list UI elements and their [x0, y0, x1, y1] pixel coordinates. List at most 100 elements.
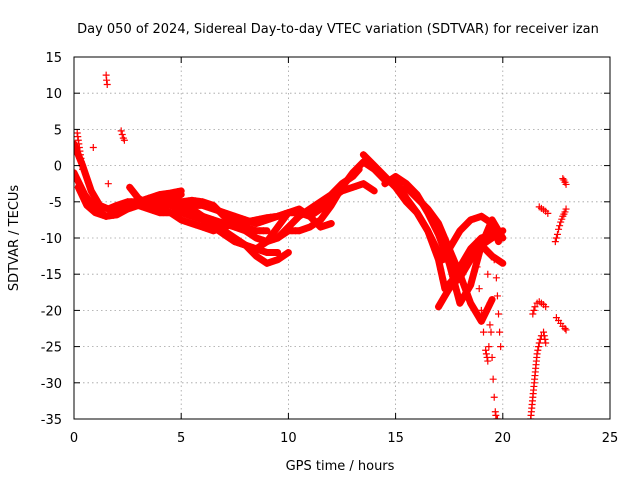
- data-point: [486, 321, 494, 329]
- data-point: [417, 215, 425, 223]
- chart-title: Day 050 of 2024, Sidereal Day-to-day VTE…: [77, 22, 599, 37]
- data-point: [74, 176, 82, 184]
- data-point: [220, 212, 228, 220]
- data-point: [188, 220, 196, 228]
- data-point: [531, 375, 539, 383]
- data-point: [184, 203, 192, 211]
- data-point: [449, 277, 457, 285]
- data-point: [309, 216, 317, 224]
- data-point: [141, 204, 149, 212]
- data-point: [113, 201, 121, 209]
- data-point: [277, 253, 285, 261]
- data-point: [363, 182, 371, 190]
- data-point: [274, 234, 282, 242]
- data-point: [127, 204, 135, 212]
- data-point: [486, 299, 494, 307]
- data-point: [259, 214, 267, 222]
- data-point: [449, 253, 457, 261]
- x-axis-label: GPS time / hours: [286, 459, 395, 474]
- data-point: [320, 222, 328, 230]
- data-point: [463, 290, 471, 298]
- data-point: [234, 239, 242, 247]
- data-point: [288, 207, 296, 215]
- data-point: [544, 209, 552, 217]
- data-point: [452, 233, 460, 241]
- data-point: [492, 229, 500, 237]
- data-point: [527, 408, 535, 416]
- data-point: [124, 205, 132, 213]
- data-point: [437, 299, 445, 307]
- data-point: [277, 218, 285, 226]
- series-drop-3: [490, 256, 505, 351]
- data-point: [338, 180, 346, 188]
- data-point: [256, 255, 264, 263]
- data-point: [270, 257, 278, 265]
- data-point: [306, 205, 314, 213]
- data-point: [482, 346, 490, 354]
- data-point: [484, 357, 492, 365]
- data-point: [259, 240, 267, 248]
- data-point: [488, 230, 496, 238]
- data-point: [367, 158, 375, 166]
- series-late-1: [527, 328, 550, 419]
- data-point: [174, 192, 182, 200]
- data-point: [535, 339, 543, 347]
- data-point: [530, 306, 538, 314]
- data-point: [540, 332, 548, 340]
- data-point: [481, 233, 489, 241]
- data-point: [497, 343, 505, 351]
- data-point: [374, 165, 382, 173]
- data-point: [367, 185, 375, 193]
- series-late-3: [535, 203, 552, 217]
- data-point: [456, 299, 464, 307]
- series-layer: [74, 71, 570, 419]
- data-point: [392, 176, 400, 184]
- data-point: [213, 226, 221, 234]
- data-point: [470, 241, 478, 249]
- data-point: [409, 204, 417, 212]
- data-point: [302, 207, 310, 215]
- data-point: [277, 230, 285, 238]
- data-point: [292, 206, 300, 214]
- series-trace: [445, 227, 507, 293]
- data-point: [263, 259, 271, 267]
- series-late-6: [559, 175, 570, 188]
- data-point: [439, 275, 447, 283]
- data-point: [553, 230, 561, 238]
- data-point: [126, 183, 134, 191]
- data-point: [263, 238, 271, 246]
- data-point: [427, 234, 435, 242]
- data-point: [474, 311, 482, 319]
- data-point: [437, 265, 445, 273]
- data-point: [181, 217, 189, 225]
- series-late-5: [552, 314, 570, 334]
- data-point: [145, 194, 153, 202]
- data-point: [420, 201, 428, 209]
- data-point: [163, 207, 171, 215]
- data-point: [245, 245, 253, 253]
- data-point: [377, 169, 385, 177]
- data-point: [245, 229, 253, 237]
- data-point: [259, 227, 267, 235]
- data-point: [302, 224, 310, 232]
- y-tick-label: -5: [49, 196, 62, 211]
- data-point: [217, 228, 225, 236]
- data-point: [75, 140, 83, 148]
- data-point: [288, 220, 296, 228]
- data-point: [482, 350, 490, 358]
- data-point: [224, 222, 232, 230]
- data-point: [484, 270, 492, 278]
- data-point: [245, 217, 253, 225]
- data-point: [534, 346, 542, 354]
- series-arc-m: [392, 176, 502, 264]
- data-point: [424, 227, 432, 235]
- data-point: [431, 215, 439, 223]
- data-point: [445, 245, 453, 253]
- data-point: [413, 194, 421, 202]
- series-drop-2: [484, 270, 501, 419]
- data-point: [495, 228, 503, 236]
- data-point: [87, 187, 95, 195]
- data-point: [90, 192, 98, 200]
- data-point: [445, 285, 453, 293]
